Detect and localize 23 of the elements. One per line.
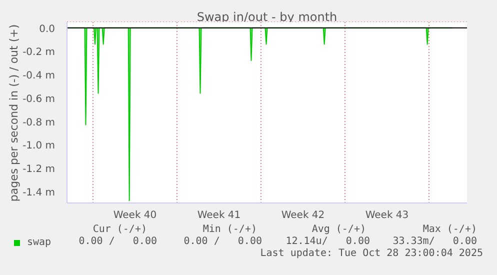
y-tick-label: -0.8 m [22,117,55,128]
text: Cur (-/+) [92,224,147,235]
text: 0.00 / 0.00 [184,236,262,247]
x-tick-label: Week 41 [197,210,241,221]
text: Last update: Tue Oct 28 23:00:04 2025 [260,248,483,259]
legend-label: swap [26,237,52,248]
x-tick-label: Week 43 [365,210,409,221]
text: 0.00 / 0.00 [78,236,157,247]
y-axis-title: pages per second in (-) / out (+) [8,24,20,202]
text: Max (-/+) [422,224,477,235]
x-tick-label: Week 42 [281,210,325,221]
y-tick-label: -1.0 m [22,140,55,152]
text: Min (-/+) [202,224,257,235]
text: 12.14u/ 0.00 [286,236,370,247]
y-tick-label: -1.4 m [22,187,55,198]
y-tick-label: -1.2 m [22,164,55,175]
x-tick-label: Week 40 [113,210,157,221]
text: Avg (-/+) [312,224,366,235]
y-tick-label: -0.4 m [22,70,55,82]
y-tick-label: 0.0 [39,24,55,35]
y-tick-label: -0.2 m [22,47,55,58]
text: 33.33m/ 0.00 [392,236,477,247]
y-tick-label: -0.6 m [22,94,55,105]
